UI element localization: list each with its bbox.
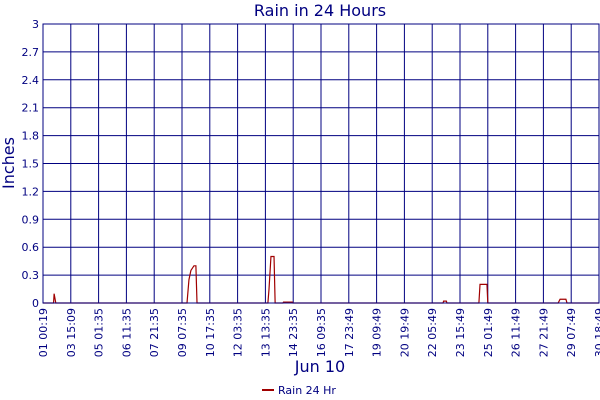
x-tick-label: 19 09:49 (371, 308, 384, 357)
x-tick-label: 26 11:49 (510, 308, 523, 357)
y-tick-label: 3 (32, 18, 39, 31)
x-tick-label: 22 05:49 (426, 308, 439, 357)
x-tick-label: 14 23:35 (287, 308, 300, 357)
x-axis-label: Jun 10 (294, 357, 345, 376)
x-tick-label: 17 23:49 (343, 308, 356, 357)
y-tick-label: 0.9 (22, 213, 40, 226)
x-tick-label: 09 07:35 (176, 308, 189, 357)
y-tick-label: 1.5 (22, 158, 40, 171)
x-tick-label: 12 03:35 (232, 308, 245, 357)
x-tick-label: 01 00:19 (37, 308, 50, 357)
legend-label: Rain 24 Hr (278, 384, 336, 397)
x-tick-label: 07 21:35 (148, 308, 161, 357)
x-tick-label: 20 19:49 (398, 308, 411, 357)
y-tick-label: 2.1 (22, 102, 40, 115)
x-tick-label: 25 01:49 (482, 308, 495, 357)
x-tick-label: 30 18:49 (593, 308, 600, 357)
y-axis-label: Inches (0, 137, 18, 189)
x-tick-label: 10 17:35 (204, 308, 217, 357)
y-tick-label: 0.3 (22, 269, 40, 282)
x-tick-label: 03 15:09 (65, 308, 78, 357)
chart-title: Rain in 24 Hours (254, 1, 386, 20)
x-tick-label: 29 07:49 (565, 308, 578, 357)
x-tick-label: 06 11:35 (120, 308, 133, 357)
y-tick-label: 1.2 (22, 185, 40, 198)
y-tick-label: 2.4 (22, 74, 40, 87)
y-tick-label: 1.8 (22, 130, 40, 143)
x-tick-label: 27 21:49 (537, 308, 550, 357)
y-tick-label: 0.6 (22, 241, 40, 254)
y-tick-label: 2.7 (22, 46, 40, 59)
y-tick-label: 0 (32, 297, 39, 310)
x-tick-label: 16 09:35 (315, 308, 328, 357)
plot-border (42, 23, 600, 304)
x-tick-label: 23 15:49 (454, 308, 467, 357)
x-tick-label: 05 01:35 (93, 308, 106, 357)
x-tick-label: 13 13:35 (259, 308, 272, 357)
